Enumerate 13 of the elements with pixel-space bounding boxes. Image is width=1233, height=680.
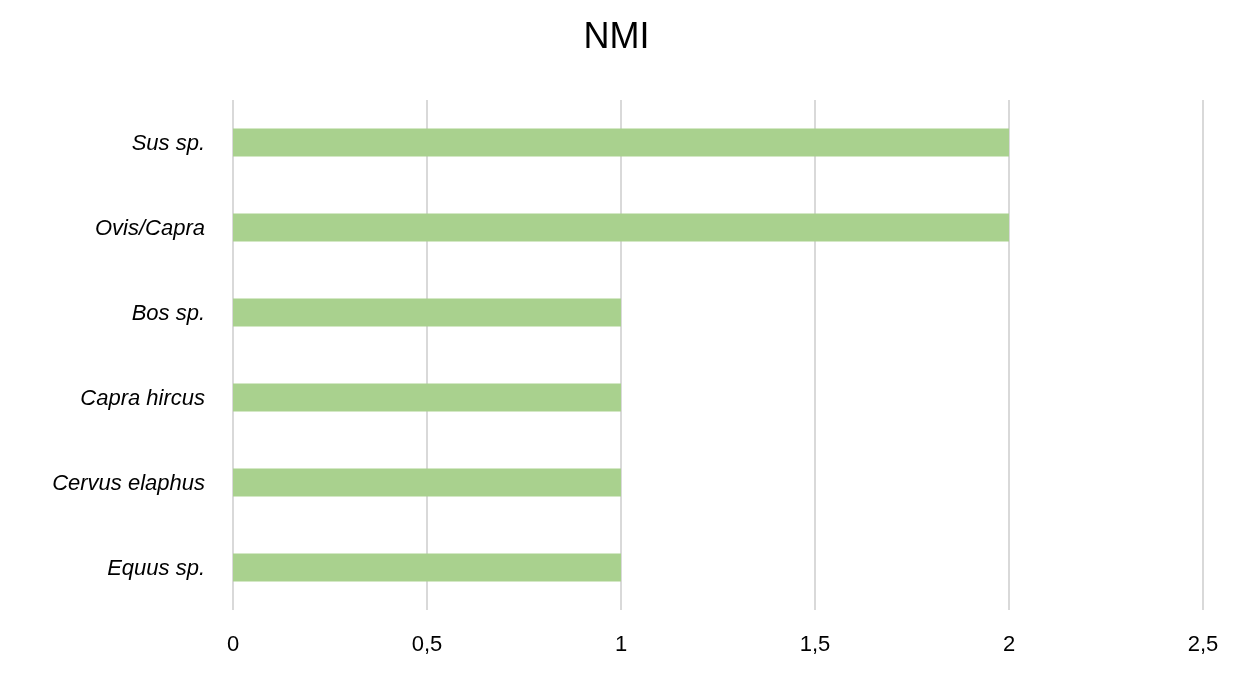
x-tick-label: 1 <box>614 630 628 656</box>
x-tick-label: 0,5 <box>411 630 443 656</box>
x-tick-label: 0 <box>226 630 240 656</box>
y-tick-label: Sus sp. <box>131 130 205 155</box>
x-tick-label: 2,5 <box>1187 630 1219 656</box>
y-tick-label: Ovis/Capra <box>94 215 205 240</box>
y-tick-label: Capra hircus <box>80 385 205 410</box>
x-tick-label: 2 <box>1002 630 1016 656</box>
chart-title: NMI <box>583 14 650 56</box>
y-tick-label: Equus sp. <box>107 555 205 580</box>
y-tick-label: Bos sp. <box>131 300 205 325</box>
x-tick-label: 1,5 <box>799 630 831 656</box>
y-tick-label: Cervus elaphus <box>52 470 205 495</box>
